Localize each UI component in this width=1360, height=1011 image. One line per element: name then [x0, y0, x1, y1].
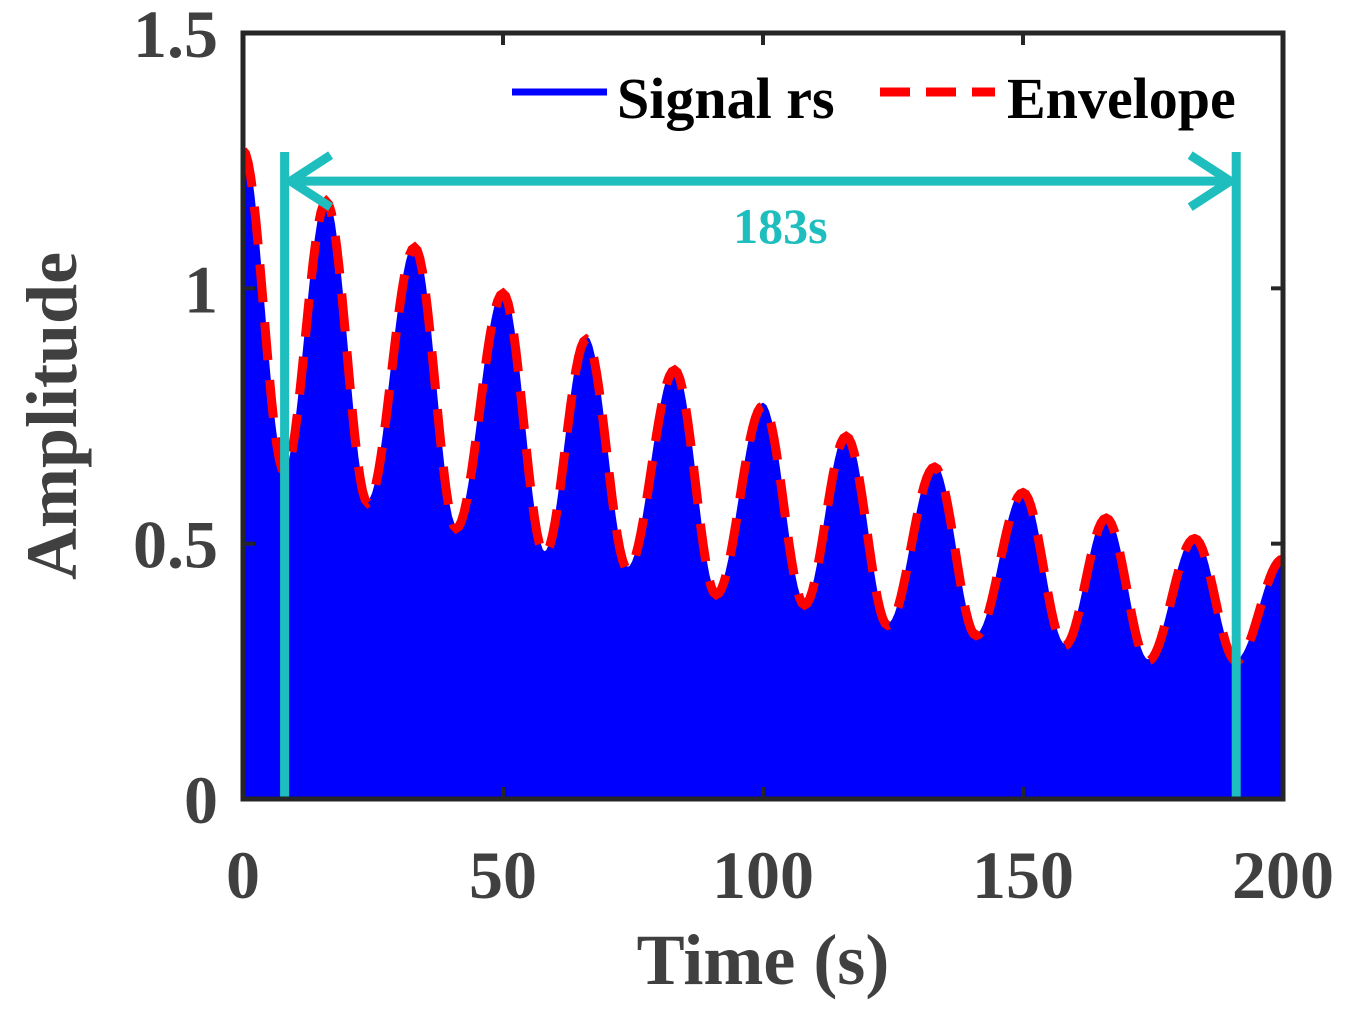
- x-tick-label: 50: [469, 837, 537, 913]
- envelope-line: [243, 147, 1283, 667]
- annotation-layer: 183s: [280, 151, 1241, 799]
- y-tick-label: 1: [184, 251, 218, 327]
- x-tick-label: 150: [972, 837, 1074, 913]
- x-tick-label: 0: [226, 837, 260, 913]
- span-arrow-right-head: [1187, 151, 1239, 211]
- x-tick-label: 100: [712, 837, 814, 913]
- plot-area: [243, 145, 1283, 799]
- y-tick-label: 0: [184, 762, 218, 838]
- span-arrow-left-head: [282, 151, 334, 211]
- span-annotation-label: 183s: [733, 198, 827, 254]
- y-tick-label: 1.5: [133, 0, 218, 72]
- y-axis-label: Amplitude: [12, 252, 92, 580]
- x-tick-label: 200: [1232, 837, 1334, 913]
- legend: Signal rs Envelope: [512, 66, 1236, 131]
- x-axis-label: Time (s): [637, 920, 890, 1000]
- y-tick-label: 0.5: [133, 507, 218, 583]
- legend-envelope-label: Envelope: [1007, 66, 1236, 131]
- legend-signal-label: Signal rs: [617, 66, 835, 131]
- axes: 0 50 100 150 200 0 0.5 1 1.5 Time (s) Amplitude: [12, 0, 1334, 1000]
